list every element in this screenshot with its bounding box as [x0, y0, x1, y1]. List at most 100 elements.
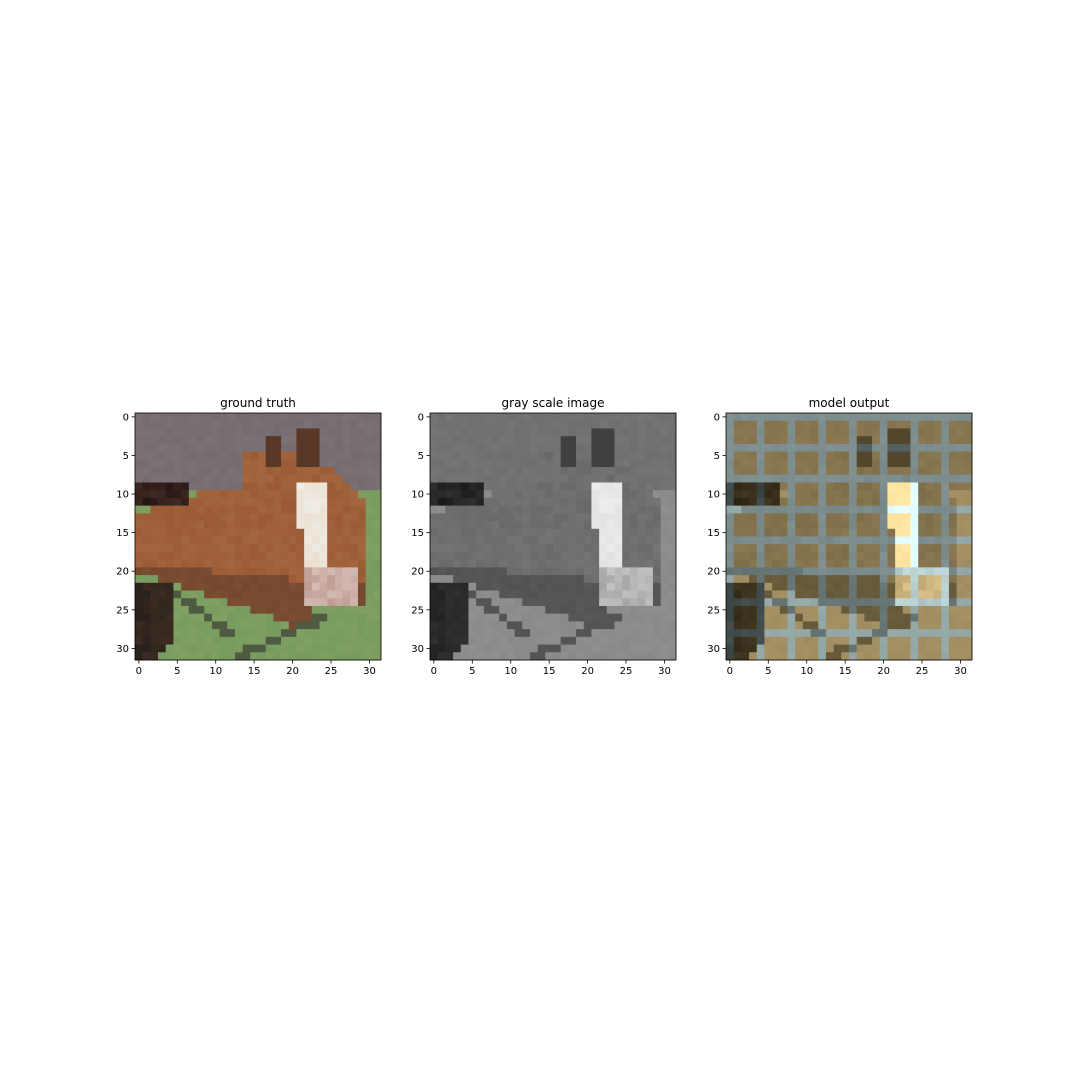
- image-pixel: [453, 521, 462, 530]
- image-pixel: [445, 497, 454, 507]
- image-pixel: [841, 528, 850, 537]
- image-pixel: [445, 451, 454, 460]
- image-pixel: [522, 513, 531, 522]
- image-pixel: [350, 451, 359, 460]
- image-pixel: [964, 559, 973, 568]
- image-pixel: [629, 436, 638, 445]
- image-pixel: [637, 521, 646, 530]
- image-pixel: [365, 451, 374, 460]
- image-pixel: [304, 490, 313, 499]
- image-pixel: [430, 536, 439, 545]
- image-pixel: [173, 528, 182, 537]
- image-pixel: [188, 652, 197, 661]
- image-pixel: [537, 636, 546, 645]
- image-pixel: [288, 528, 297, 537]
- image-pixel: [902, 428, 911, 437]
- image-pixel: [165, 443, 174, 452]
- image-pixel: [756, 636, 765, 645]
- image-pixel: [234, 536, 244, 545]
- image-pixel: [529, 544, 539, 553]
- image-pixel: [918, 590, 927, 599]
- image-pixel: [772, 521, 781, 530]
- image-pixel: [825, 436, 835, 445]
- image-pixel: [499, 605, 508, 615]
- image-pixel: [506, 420, 515, 429]
- image-pixel: [234, 559, 244, 568]
- image-pixel: [599, 559, 608, 568]
- image-pixel: [787, 613, 796, 622]
- image-pixel: [311, 428, 320, 437]
- image-pixel: [895, 613, 904, 622]
- image-pixel: [430, 490, 439, 499]
- image-pixel: [173, 621, 182, 630]
- image-pixel: [864, 497, 873, 507]
- image-pixel: [933, 598, 942, 607]
- image-pixel: [941, 590, 950, 599]
- image-pixel: [606, 598, 615, 607]
- image-pixel: [242, 636, 251, 645]
- image-pixel: [802, 521, 811, 530]
- image-pixel: [825, 451, 835, 460]
- image-pixel: [304, 644, 313, 653]
- image-pixel: [506, 652, 515, 661]
- image-pixel: [818, 605, 827, 615]
- image-pixel: [599, 528, 608, 537]
- image-pixel: [910, 613, 919, 622]
- image-pixel: [211, 528, 220, 537]
- image-pixel: [849, 459, 858, 468]
- image-pixel: [514, 497, 523, 507]
- image-pixel: [925, 443, 934, 452]
- image-pixel: [219, 582, 228, 591]
- image-pixel: [918, 513, 927, 522]
- image-pixel: [158, 567, 167, 576]
- image-pixel: [288, 629, 297, 638]
- image-pixel: [872, 590, 881, 599]
- image-pixel: [491, 443, 500, 452]
- image-pixel: [250, 467, 259, 476]
- image-pixel: [925, 551, 934, 561]
- image-pixel: [350, 582, 359, 591]
- image-pixel: [872, 644, 881, 653]
- image-pixel: [173, 436, 182, 445]
- image-pixel: [622, 474, 631, 483]
- image-pixel: [460, 459, 469, 468]
- image-pixel: [660, 420, 669, 429]
- image-pixel: [948, 443, 958, 452]
- image-pixel: [135, 629, 144, 638]
- image-pixel: [956, 413, 965, 422]
- image-pixel: [430, 482, 439, 491]
- image-pixel: [514, 551, 523, 561]
- image-pixel: [841, 459, 850, 468]
- image-pixel: [342, 559, 351, 568]
- image-pixel: [910, 551, 919, 561]
- image-pixel: [576, 513, 585, 522]
- image-pixel: [652, 559, 662, 568]
- image-pixel: [841, 575, 850, 584]
- image-pixel: [652, 497, 662, 507]
- image-pixel: [506, 575, 515, 584]
- image-pixel: [281, 413, 290, 422]
- image-pixel: [499, 413, 508, 422]
- image-pixel: [818, 652, 827, 661]
- image-pixel: [833, 544, 842, 553]
- image-pixel: [537, 605, 546, 615]
- image-pixel: [491, 482, 500, 491]
- image-pixel: [142, 413, 151, 422]
- image-pixel: [841, 582, 850, 591]
- image-pixel: [956, 544, 965, 553]
- image-pixel: [350, 505, 359, 514]
- image-pixel: [265, 428, 274, 437]
- image-pixel: [583, 582, 592, 591]
- image-pixel: [576, 652, 585, 661]
- image-pixel: [357, 575, 367, 584]
- image-pixel: [733, 613, 742, 622]
- image-pixel: [749, 474, 758, 483]
- image-pixel: [445, 613, 454, 622]
- image-pixel: [211, 482, 220, 491]
- x-tick-label: 30: [658, 666, 671, 677]
- image-pixel: [772, 636, 781, 645]
- image-pixel: [795, 482, 804, 491]
- image-pixel: [795, 536, 804, 545]
- image-pixel: [437, 582, 446, 591]
- image-pixel: [242, 490, 251, 499]
